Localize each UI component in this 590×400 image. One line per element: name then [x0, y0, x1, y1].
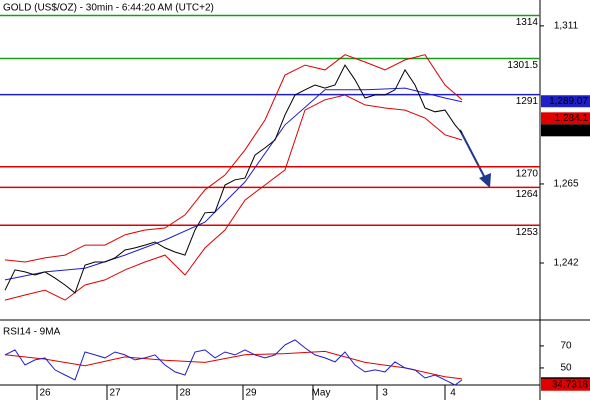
forecast-arrow: [459, 129, 487, 181]
price-tag-label: 1,289.07: [549, 96, 588, 107]
level-label: 1253: [516, 227, 539, 238]
x-tick-label: 3: [382, 388, 388, 399]
level-label: 1291: [516, 96, 539, 107]
series-line: [4, 64, 463, 294]
x-tick-label: 26: [39, 388, 51, 399]
series-line: [4, 339, 463, 386]
series-line: [4, 94, 463, 301]
price-tag-label: 34.7318: [552, 379, 589, 390]
x-tick-label: 4: [450, 388, 456, 399]
price-tag: [541, 95, 590, 108]
rsi-title: RSI14 - 9MA: [3, 327, 61, 338]
level-label: 1314: [516, 17, 539, 28]
y-tick-label: 1,242: [553, 258, 578, 269]
y-tick-label: 1,265: [553, 179, 578, 190]
price-tag-label: 1,284.1: [555, 113, 589, 124]
x-tick-label: 28: [179, 388, 191, 399]
x-tick-label: 27: [109, 388, 121, 399]
series-line: [4, 54, 463, 263]
series-line: [4, 87, 463, 281]
y-tick-label: 1,311: [554, 21, 579, 32]
price-tag: [541, 124, 590, 137]
arrow-head: [479, 173, 491, 188]
price-tag-label: 1,280.61: [549, 125, 588, 136]
level-label: 1270: [516, 168, 539, 179]
level-label: 1301.5: [507, 60, 538, 71]
price-tag: [541, 112, 590, 125]
price-tag: [541, 378, 590, 391]
level-label: 1264: [516, 189, 539, 200]
x-tick-label: 29: [245, 388, 257, 399]
chart-title: GOLD (US$/OZ) - 30min - 6:44:20 AM (UTC+…: [3, 3, 214, 14]
x-tick-label: May: [312, 388, 331, 399]
y-tick-label: 70: [560, 341, 572, 352]
y-tick-label: 50: [560, 363, 572, 374]
